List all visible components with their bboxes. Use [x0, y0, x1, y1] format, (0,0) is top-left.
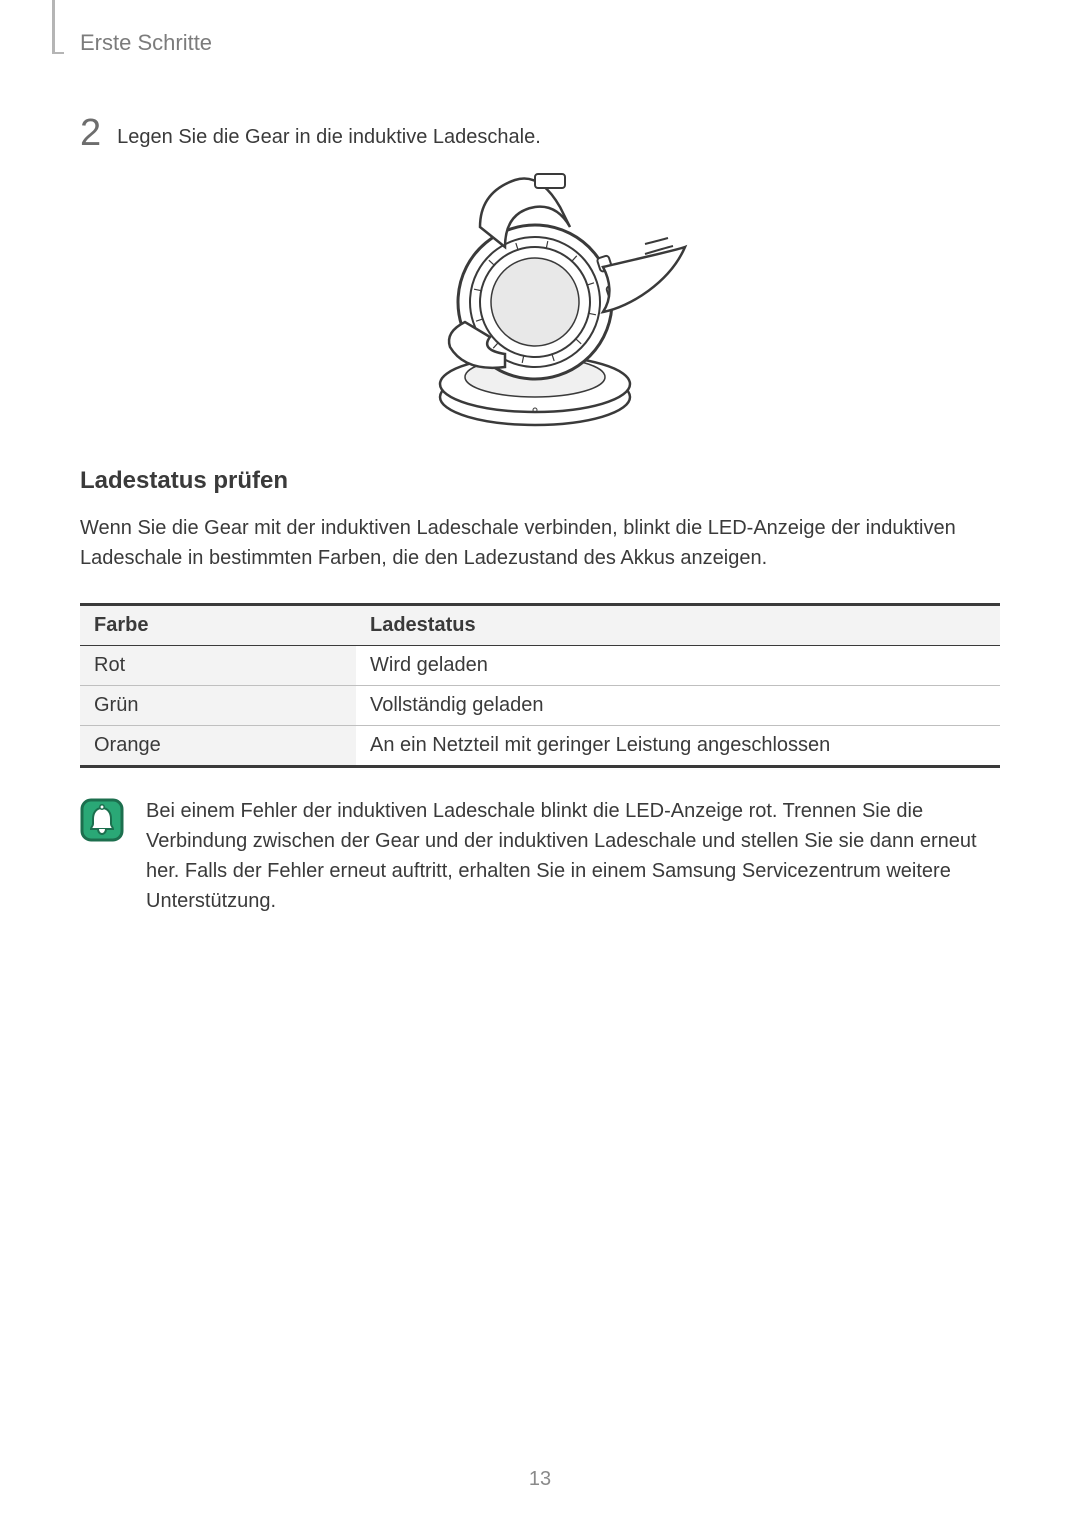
note-text: Bei einem Fehler der induktiven Ladescha…	[146, 796, 1000, 916]
table-cell: Wird geladen	[356, 646, 1000, 686]
step-text: Legen Sie die Gear in die induktive Lade…	[117, 126, 541, 149]
content-area: 2 Legen Sie die Gear in die induktive La…	[80, 120, 1000, 916]
page: Erste Schritte 2 Legen Sie die Gear in d…	[0, 0, 1080, 1527]
step-number: 2	[80, 114, 101, 152]
intro-paragraph: Wenn Sie die Gear mit der induktiven Lad…	[80, 513, 1000, 573]
table-row: Orange An ein Netzteil mit geringer Leis…	[80, 726, 1000, 767]
table-cell: Rot	[80, 646, 356, 686]
table-row: Grün Vollständig geladen	[80, 686, 1000, 726]
figure-watch-on-charger	[80, 172, 1000, 432]
table-cell: Vollständig geladen	[356, 686, 1000, 726]
table-row: Rot Wird geladen	[80, 646, 1000, 686]
table-cell: Grün	[80, 686, 356, 726]
running-header: Erste Schritte	[80, 30, 212, 56]
header-crop-mark-v	[52, 0, 55, 52]
step-item: 2 Legen Sie die Gear in die induktive La…	[80, 120, 1000, 152]
table-cell: An ein Netzteil mit geringer Leistung an…	[356, 726, 1000, 767]
header-crop-mark-h	[52, 52, 64, 54]
status-table: Farbe Ladestatus Rot Wird geladen Grün V…	[80, 603, 1000, 768]
bell-note-icon	[80, 798, 124, 847]
watch-charger-illustration	[385, 172, 695, 432]
note-block: Bei einem Fehler der induktiven Ladescha…	[80, 796, 1000, 916]
table-cell: Orange	[80, 726, 356, 767]
table-header-cell: Farbe	[80, 605, 356, 646]
table-header-row: Farbe Ladestatus	[80, 605, 1000, 646]
table-header-cell: Ladestatus	[356, 605, 1000, 646]
section-heading: Ladestatus prüfen	[80, 467, 1000, 495]
page-number: 13	[0, 1468, 1080, 1491]
